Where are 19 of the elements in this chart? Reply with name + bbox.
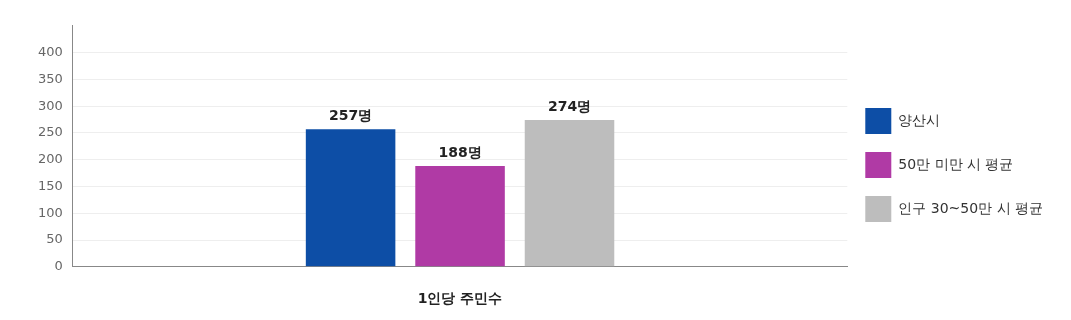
bar (524, 120, 615, 267)
y-tick-label: 100 (37, 204, 63, 220)
legend-label: 50만 미만 시 평균 (898, 155, 1014, 172)
data-label: 188명 (438, 143, 482, 160)
y-tick-label: 150 (37, 177, 63, 193)
y-tick-label: 0 (54, 258, 63, 274)
y-tick-label: 400 (37, 43, 63, 59)
data-label: 257명 (328, 106, 373, 123)
legend-label: 양산시 (898, 111, 941, 128)
data-label: 274명 (547, 97, 592, 114)
x-axis-title: 1인당 주민수 (417, 290, 503, 307)
y-tick-label: 250 (37, 124, 63, 140)
legend-label: 인구 30~50만 시 평균 (898, 199, 1044, 216)
y-tick-label: 50 (46, 231, 63, 247)
bar (415, 166, 505, 267)
y-tick-label: 300 (37, 97, 63, 113)
y-tick-label: 350 (37, 70, 63, 86)
y-tick-label: 200 (37, 151, 63, 167)
bar (305, 129, 396, 267)
